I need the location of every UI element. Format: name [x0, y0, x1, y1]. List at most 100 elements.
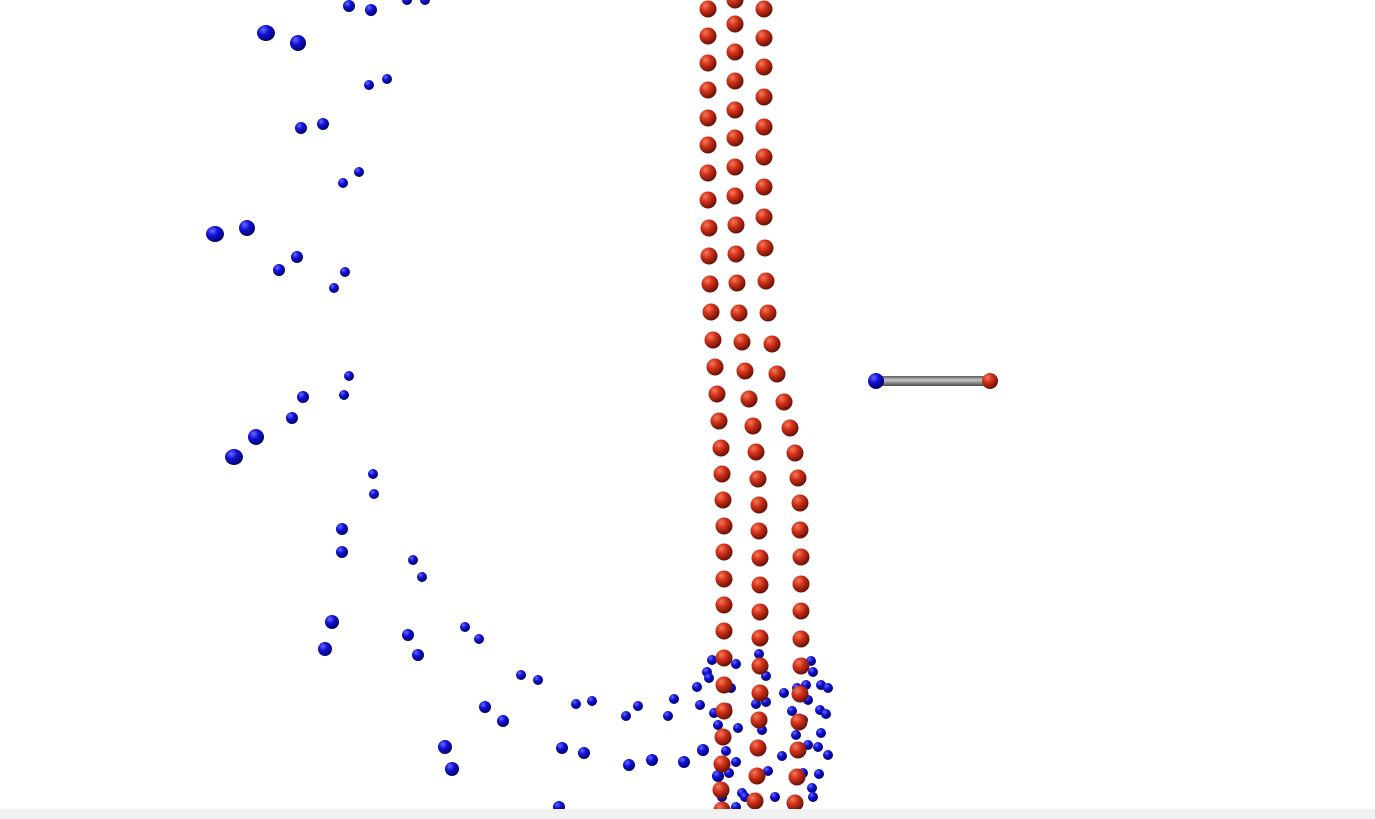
red-atom	[715, 649, 733, 667]
red-atom	[699, 109, 717, 127]
red-atom	[726, 0, 744, 9]
red-atom	[792, 548, 810, 566]
blue-atom	[412, 649, 424, 661]
red-atom	[755, 148, 773, 166]
blue-atom	[339, 390, 349, 400]
red-atom	[727, 245, 745, 263]
red-atom	[749, 470, 767, 488]
red-atom	[751, 576, 769, 594]
red-atom	[751, 629, 769, 647]
red-atom	[726, 101, 744, 119]
blue-atom	[553, 801, 565, 809]
blue-atom	[225, 449, 243, 465]
blue-atom	[516, 670, 526, 680]
blue-atom	[721, 746, 731, 756]
red-atom	[715, 570, 733, 588]
blue-atom	[731, 802, 741, 809]
red-atom	[728, 274, 746, 292]
blue-atom	[821, 709, 831, 719]
blue-atom	[417, 572, 427, 582]
bond-cylinder	[876, 376, 990, 386]
red-atom	[712, 781, 730, 799]
red-atom	[786, 444, 804, 462]
red-atom	[708, 385, 726, 403]
blue-atom	[354, 167, 364, 177]
blue-atom	[420, 0, 430, 5]
red-atom	[714, 728, 732, 746]
blue-atom	[402, 0, 412, 5]
blue-atom	[206, 226, 224, 242]
red-atom	[713, 755, 731, 773]
blue-atom	[286, 412, 298, 424]
blue-atom	[344, 371, 354, 381]
blue-atom	[329, 283, 339, 293]
red-atom	[791, 521, 809, 539]
blue-atom	[678, 756, 690, 768]
red-atom	[759, 304, 777, 322]
blue-atom	[497, 715, 509, 727]
red-atom	[751, 549, 769, 567]
blue-atom	[445, 762, 459, 776]
red-atom	[747, 443, 765, 461]
blue-atom	[460, 622, 470, 632]
blue-atom	[318, 642, 332, 656]
red-atom	[702, 303, 720, 321]
red-atom	[715, 676, 733, 694]
red-atom	[755, 0, 773, 18]
red-atom	[699, 27, 717, 45]
red-atom	[700, 219, 718, 237]
blue-atom	[733, 723, 743, 733]
blue-atom	[663, 711, 673, 721]
blue-atom	[779, 688, 789, 698]
blue-atom	[697, 744, 709, 756]
red-atom	[755, 208, 773, 226]
red-atom	[740, 390, 758, 408]
blue-atom	[707, 655, 717, 665]
red-atom	[715, 702, 733, 720]
red-atom	[755, 29, 773, 47]
red-atom	[755, 178, 773, 196]
blue-atom	[813, 742, 823, 752]
red-atom	[730, 304, 748, 322]
blue-atom	[731, 757, 741, 767]
blue-atom	[325, 615, 339, 629]
red-atom	[704, 331, 722, 349]
blue-atom	[807, 783, 817, 793]
blue-atom	[402, 629, 414, 641]
red-atom	[788, 768, 806, 786]
blue-atom	[364, 80, 374, 90]
red-atom	[726, 129, 744, 147]
red-atom	[714, 491, 732, 509]
atom-bond-icon	[868, 373, 998, 389]
blue-atom	[273, 264, 285, 276]
red-atom	[715, 517, 733, 535]
blue-atom	[343, 0, 355, 12]
red-atom	[726, 72, 744, 90]
red-atom	[713, 465, 731, 483]
blue-atom	[317, 118, 329, 130]
blue-atom	[808, 667, 818, 677]
blue-atom	[770, 792, 780, 802]
red-atom	[748, 767, 766, 785]
red-atom	[755, 58, 773, 76]
red-atom	[791, 685, 809, 703]
red-atom	[792, 602, 810, 620]
blue-atom	[382, 74, 392, 84]
blue-atom	[297, 391, 309, 403]
red-atom	[733, 333, 751, 351]
blue-atom	[336, 546, 348, 558]
red-atom	[792, 630, 810, 648]
blue-atom	[712, 770, 724, 782]
red-atom	[746, 792, 764, 809]
blue-atom	[731, 659, 741, 669]
red-atom	[756, 239, 774, 257]
blue-atom-group	[206, 0, 833, 809]
blue-atom	[623, 759, 635, 771]
red-atom	[699, 136, 717, 154]
red-atom	[726, 15, 744, 33]
blue-atom	[438, 740, 452, 754]
blue-atom	[365, 4, 377, 16]
blue-atom	[291, 251, 303, 263]
